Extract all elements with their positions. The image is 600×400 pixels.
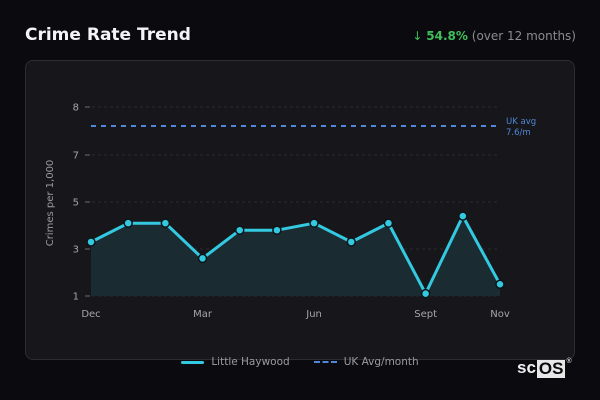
svg-text:Sept: Sept: [414, 309, 437, 320]
legend-item-little-haywood[interactable]: Little Haywood: [181, 355, 290, 369]
down-arrow-icon: ↓: [412, 29, 423, 43]
series-line: [90, 214, 502, 296]
svg-text:Jun: Jun: [305, 309, 322, 320]
registered-icon: ®: [566, 358, 572, 365]
x-axis: Dec Mar Jun Sept Nov: [81, 309, 510, 320]
svg-text:Nov: Nov: [490, 309, 510, 320]
legend-label: UK Avg/month: [343, 356, 419, 368]
svg-text:Dec: Dec: [81, 309, 100, 320]
svg-text:3: 3: [73, 245, 79, 256]
scos-logo: sc OS ®: [517, 358, 572, 378]
data-points: [86, 211, 505, 299]
svg-text:Mar: Mar: [193, 309, 213, 320]
legend-item-uk-avg[interactable]: UK Avg/month: [313, 355, 419, 369]
y-axis-label: Crimes per 1,000: [45, 160, 56, 247]
legend-label: Little Haywood: [211, 356, 290, 368]
chart-card: [25, 60, 575, 360]
trend-percent: 54.8%: [426, 29, 468, 43]
svg-text:8: 8: [73, 103, 79, 114]
series-area: [91, 216, 500, 296]
legend: Little Haywood UK Avg/month: [0, 355, 600, 369]
logo-text: sc: [517, 358, 536, 377]
uk-avg-annotation-line2: 7.6/m: [506, 128, 531, 138]
svg-text:1: 1: [73, 292, 79, 303]
svg-text:5: 5: [73, 198, 79, 209]
dashed-line-swatch-icon: [313, 361, 337, 363]
trend-note: (over 12 months): [471, 29, 576, 43]
trend-summary: ↓ 54.8% (over 12 months): [412, 29, 576, 43]
uk-avg-annotation-line1: UK avg: [506, 117, 536, 127]
y-axis: 1 3 5 7 8: [73, 103, 90, 303]
logo-text-box: OS: [536, 359, 566, 378]
svg-text:7: 7: [73, 151, 79, 162]
page-title: Crime Rate Trend: [25, 25, 191, 45]
solid-line-swatch-icon: [181, 360, 205, 364]
